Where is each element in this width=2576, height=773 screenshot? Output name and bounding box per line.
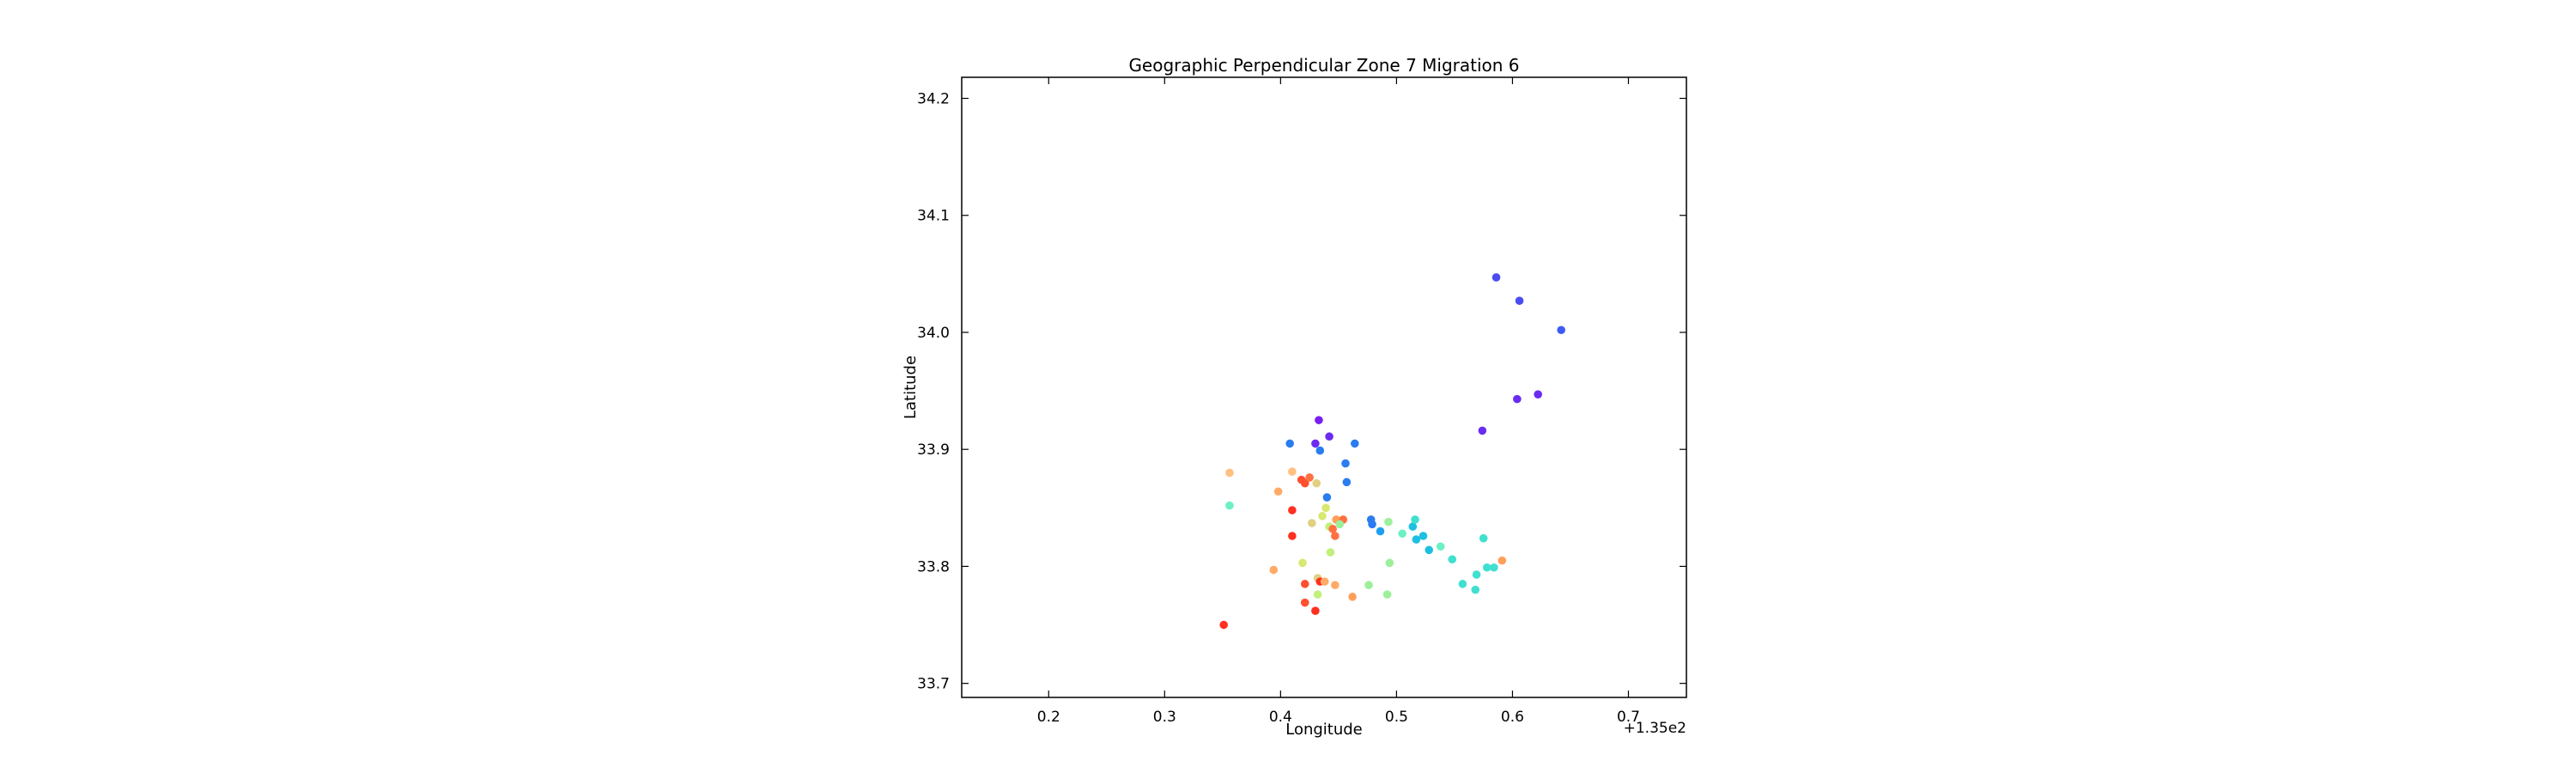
data-point-37 bbox=[1300, 478, 1309, 488]
data-point-8 bbox=[1311, 439, 1320, 448]
data-point-57 bbox=[1320, 577, 1329, 586]
data-point-24 bbox=[1448, 555, 1457, 564]
data-point-46 bbox=[1328, 525, 1337, 533]
data-point-50 bbox=[1335, 520, 1345, 529]
data-point-41 bbox=[1288, 532, 1297, 540]
data-point-42 bbox=[1308, 519, 1316, 527]
x-axis-ticks: 0.2 0.3 0.4 0.5 0.6 0.7 bbox=[1037, 77, 1640, 726]
data-point-1 bbox=[1515, 296, 1524, 305]
y-tick-label: 34.0 bbox=[917, 325, 950, 342]
data-point-53 bbox=[1269, 565, 1279, 575]
x-tick-label: 0.6 bbox=[1501, 709, 1524, 726]
data-point-66 bbox=[1384, 517, 1393, 526]
data-point-51 bbox=[1326, 548, 1335, 557]
data-point-25 bbox=[1458, 580, 1467, 588]
data-points bbox=[1219, 273, 1565, 630]
data-point-29 bbox=[1482, 563, 1492, 572]
data-point-39 bbox=[1312, 478, 1321, 488]
x-axis-offset-label: +1.35e2 bbox=[1624, 720, 1686, 737]
data-point-21 bbox=[1425, 545, 1434, 555]
data-point-54 bbox=[1300, 580, 1309, 588]
data-point-7 bbox=[1325, 432, 1334, 441]
x-tick-label: 0.3 bbox=[1153, 709, 1176, 726]
data-point-43 bbox=[1318, 512, 1327, 520]
data-point-68 bbox=[1219, 620, 1228, 630]
data-point-10 bbox=[1315, 446, 1325, 455]
y-tick-label: 34.2 bbox=[917, 91, 950, 108]
x-tick-label: 0.2 bbox=[1037, 709, 1060, 726]
data-point-67 bbox=[1398, 529, 1406, 539]
y-tick-label: 33.8 bbox=[917, 558, 950, 575]
data-point-26 bbox=[1471, 585, 1480, 594]
data-point-52 bbox=[1298, 558, 1307, 568]
data-point-4 bbox=[1513, 394, 1522, 404]
data-point-60 bbox=[1311, 606, 1320, 615]
data-point-40 bbox=[1288, 506, 1297, 514]
data-point-64 bbox=[1382, 590, 1392, 599]
data-point-12 bbox=[1341, 459, 1350, 468]
data-point-6 bbox=[1315, 416, 1323, 424]
y-axis-ticks: 33.7 33.8 33.9 34.0 34.1 34.2 bbox=[917, 91, 1686, 693]
data-point-44 bbox=[1321, 503, 1330, 513]
x-tick-label: 0.5 bbox=[1385, 709, 1408, 726]
data-point-62 bbox=[1348, 593, 1357, 601]
data-point-28 bbox=[1479, 533, 1488, 543]
data-point-16 bbox=[1368, 520, 1376, 529]
data-point-19 bbox=[1412, 535, 1421, 544]
data-point-35 bbox=[1288, 467, 1297, 476]
data-point-9 bbox=[1285, 439, 1294, 448]
data-point-0 bbox=[1492, 273, 1501, 282]
data-point-63 bbox=[1364, 581, 1373, 590]
y-tick-label: 34.1 bbox=[917, 208, 950, 225]
data-point-18 bbox=[1408, 522, 1418, 531]
data-point-3 bbox=[1534, 390, 1542, 399]
data-point-34 bbox=[1273, 487, 1283, 496]
data-point-11 bbox=[1350, 439, 1359, 448]
chart-title: Geographic Perpendicular Zone 7 Migratio… bbox=[1128, 55, 1519, 76]
data-point-23 bbox=[1436, 542, 1445, 551]
x-tick-label: 0.7 bbox=[1617, 709, 1640, 726]
data-point-31 bbox=[1498, 556, 1507, 565]
data-point-27 bbox=[1472, 570, 1481, 579]
data-point-58 bbox=[1313, 590, 1322, 599]
data-point-14 bbox=[1322, 493, 1332, 502]
data-point-32 bbox=[1225, 501, 1234, 510]
data-point-38 bbox=[1305, 473, 1314, 482]
x-tick-label: 0.4 bbox=[1269, 709, 1292, 726]
data-point-59 bbox=[1300, 598, 1309, 607]
x-axis-label: Longitude bbox=[1285, 721, 1363, 739]
data-point-17 bbox=[1376, 526, 1385, 536]
y-tick-label: 33.7 bbox=[917, 676, 950, 693]
data-point-30 bbox=[1490, 563, 1498, 572]
data-point-2 bbox=[1557, 326, 1565, 335]
data-point-65 bbox=[1385, 558, 1394, 568]
data-point-20 bbox=[1419, 532, 1428, 540]
data-point-47 bbox=[1331, 532, 1340, 540]
y-axis-label: Latitude bbox=[902, 356, 920, 419]
y-tick-label: 33.9 bbox=[917, 441, 950, 459]
plot-frame bbox=[961, 76, 1687, 698]
data-point-13 bbox=[1342, 478, 1352, 487]
data-point-61 bbox=[1331, 581, 1340, 590]
data-point-33 bbox=[1225, 468, 1234, 478]
data-point-5 bbox=[1478, 426, 1487, 435]
data-point-22 bbox=[1411, 515, 1419, 524]
